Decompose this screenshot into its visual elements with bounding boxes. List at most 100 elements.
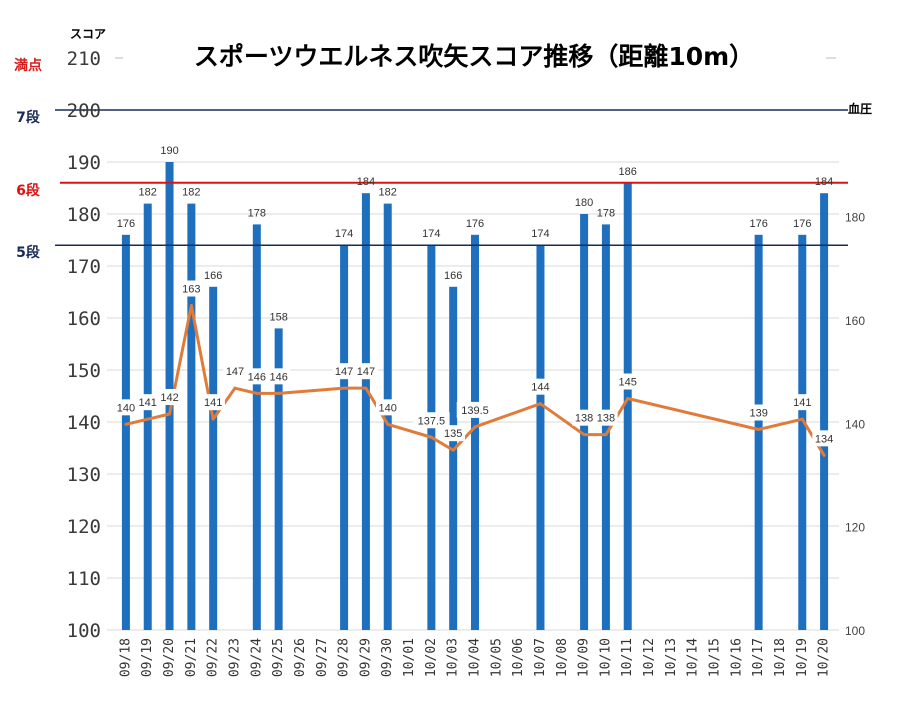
line-point [342,386,346,390]
x-tick-label: 10/05 [489,638,504,677]
y-tick-label: 100 [67,620,101,642]
bar-value-label: 174 [335,228,353,240]
x-tick-label: 10/02 [424,638,439,677]
line-point [822,453,826,457]
y2-tick-label: 100 [845,624,865,638]
x-tick-label: 09/25 [271,638,286,677]
line-value-label: 163 [182,284,200,296]
bar [361,193,370,630]
x-tick-label: 09/29 [358,638,373,677]
bar-value-label: 182 [379,187,397,199]
line-label-background [114,399,138,416]
x-tick-label: 10/06 [511,638,526,677]
bar [340,245,349,630]
bar [754,234,763,631]
line-value-label: 140 [117,402,135,414]
bar-value-label: 186 [619,166,637,178]
x-tick-label: 10/04 [468,638,483,677]
line-point [757,428,761,431]
line-label-background [223,363,247,380]
x-tick-label: 10/19 [795,638,810,677]
line-label-background [746,404,771,421]
reference-line-label: 6段 [16,182,40,199]
reference-line-label: 満点 [14,57,42,74]
line-point [451,448,455,452]
line-point [800,417,804,421]
bar [798,234,807,631]
x-tick-label: 09/18 [118,638,133,677]
line-label-background [266,368,291,385]
bar-value-label: 158 [269,311,287,323]
line-label-background [528,378,553,395]
x-tick-label: 10/08 [555,638,570,677]
bar [623,182,632,631]
x-tick-label: 10/09 [577,638,592,677]
y-tick-label: 170 [67,256,101,278]
line-label-background [615,373,640,390]
bar [820,193,829,630]
y-tick-label: 120 [67,516,101,538]
line-value-label: 141 [793,397,811,409]
line-label-background [201,394,225,411]
line-value-label: 135 [444,428,462,440]
x-tick-label: 10/15 [708,638,723,677]
bar-value-label: 184 [815,176,833,188]
bar-value-label: 166 [444,270,462,282]
reference-line-label: 7段 [16,109,40,126]
bar [121,234,130,631]
x-tick-label: 09/30 [380,638,395,677]
y-tick-label: 180 [67,204,101,226]
line-value-label: 142 [160,392,178,404]
line-label-background [245,368,269,385]
x-tick-label: 10/16 [729,638,744,677]
bar [187,203,196,630]
x-tick-label: 10/17 [751,638,766,677]
y-tick-label: 210 [67,48,101,70]
line-value-label: 145 [619,377,637,389]
bar-value-label: 166 [204,270,222,282]
y2-tick-label: 180 [845,211,865,225]
bar-value-label: 178 [248,207,266,219]
x-tick-label: 10/01 [402,638,417,677]
x-tick-label: 10/14 [686,638,701,677]
line-point [211,417,215,421]
line-label-background [135,394,160,411]
line-point [626,397,630,400]
bar-value-label: 176 [793,218,811,230]
reference-lines: 満点 7段 6段 5段 [14,57,848,261]
line-point [189,304,193,307]
y-tick-label: 150 [67,360,101,382]
line-value-label: 141 [204,397,222,409]
line-value-label: 140 [379,402,397,414]
bar [209,286,218,630]
line-label-background [594,409,618,426]
line-value-label: 147 [226,366,244,378]
line-label-background [179,280,204,297]
bar-value-label: 176 [749,218,767,230]
line-point [429,435,433,439]
line-point [255,391,259,395]
line-point [233,386,237,390]
line-label-background [413,412,450,429]
line-value-label: 146 [248,371,266,383]
line-label-background [456,401,494,418]
line-label-background [354,363,378,380]
line-value-label: 138 [575,413,593,425]
y-tick-label: 110 [67,568,101,590]
y-tick-label: 130 [67,464,101,486]
bar-value-label: 184 [357,176,375,188]
bar-value-label: 176 [117,218,135,230]
line-value-label: 147 [335,366,353,378]
x-tick-label: 10/13 [664,638,679,677]
line-value-label: 147 [357,366,375,378]
y-axis-title: スコア [70,27,106,41]
line-point [386,422,390,426]
axis-ticks: 100 110 120 130 140 150 160 170 180 190 200 210 100 1… [67,48,866,677]
x-tick-label: 09/19 [140,638,155,677]
x-tick-label: 10/20 [817,638,832,677]
x-tick-label: 10/12 [642,638,657,677]
line-point [604,433,608,437]
bar-value-label: 176 [466,218,484,230]
line-value-label: 134 [815,433,833,445]
